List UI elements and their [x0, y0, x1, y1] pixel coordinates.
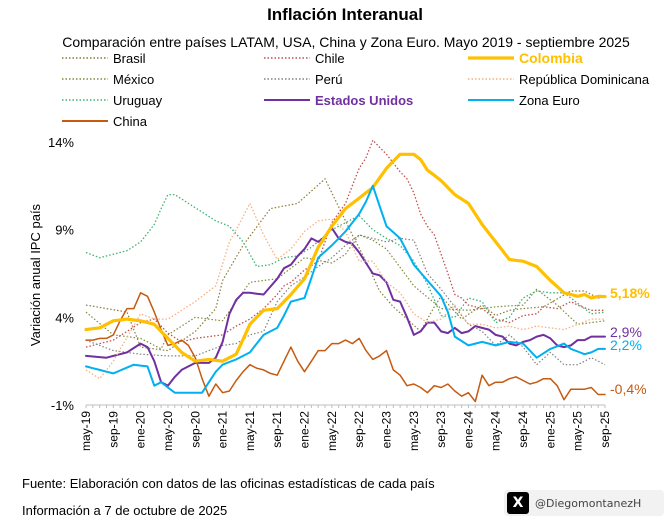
end-value-label: 2,9%: [610, 324, 642, 340]
series-line-colombia: [84, 152, 607, 363]
series-line-m-xico: [85, 234, 606, 350]
x-tick-label: ene-21: [216, 411, 230, 449]
y-tick-label: 4%: [55, 310, 74, 325]
legend-label: China: [113, 114, 148, 129]
x-axis: may-19 sep-19 ene-20 may-20 sep-20 ene-21 may-…: [79, 404, 612, 451]
legend-item: China: [62, 114, 148, 129]
x-tick-label: may-22: [325, 411, 339, 451]
legend-item: Estados Unidos: [264, 93, 413, 108]
chart-subtitle: Comparación entre países LATAM, USA, Chi…: [62, 34, 630, 50]
legend-label: Chile: [315, 51, 345, 66]
x-tick-label: sep-21: [270, 411, 284, 448]
legend-item: República Dominicana: [468, 72, 650, 87]
chart-title: Inflación Interanual: [267, 5, 423, 24]
series-line-per-: [85, 234, 606, 366]
legend-label: Perú: [315, 72, 342, 87]
legend-item: Uruguay: [62, 93, 163, 108]
end-value-label: 5,18%: [610, 285, 650, 301]
inflation-line-chart: Inflación Interanual Comparación entre p…: [28, 5, 650, 451]
series-line-zona-euro: [85, 184, 606, 394]
x-tick-label: sep-24: [516, 411, 530, 448]
x-tick-label: sep-20: [188, 411, 202, 448]
x-tick-label: sep-22: [352, 411, 366, 448]
x-tick-label: ene-25: [543, 411, 557, 449]
end-value-labels: 5,18% 2,9%2,2% -0,4%: [610, 285, 650, 397]
legend-label: Estados Unidos: [315, 93, 413, 108]
x-tick-label: sep-25: [598, 411, 612, 448]
legend-item: Brasil: [62, 51, 146, 66]
x-tick-label: may-21: [243, 411, 257, 451]
series-line-uruguay: [85, 193, 606, 324]
legend-label: Zona Euro: [519, 93, 580, 108]
x-tick-label: may-19: [79, 411, 93, 451]
y-axis-label: Variación anual IPC país: [28, 203, 43, 346]
legend-item: Perú: [264, 72, 342, 87]
x-tick-label: sep-19: [106, 411, 120, 448]
series-line-rep-dominicana: [85, 202, 605, 380]
series-line-brasil: [85, 178, 606, 352]
source-note: Fuente: Elaboración con datos de las ofi…: [22, 476, 435, 491]
legend-label: Uruguay: [113, 93, 163, 108]
legend-label: Colombia: [519, 50, 583, 66]
y-tick-label: 9%: [55, 223, 74, 238]
x-tick-label: may-25: [571, 411, 585, 451]
end-value-label: -0,4%: [610, 381, 647, 397]
x-tick-label: may-23: [407, 411, 421, 451]
y-axis: -1% 4% 9% 14%: [48, 135, 74, 413]
series-line-estados-unidos: [85, 226, 606, 387]
legend-item: Chile: [264, 51, 345, 66]
x-tick-label: sep-23: [434, 411, 448, 448]
author-handle: @DiegomontanezH: [535, 496, 642, 510]
legend-label: Brasil: [113, 51, 146, 66]
x-tick-label: ene-22: [298, 411, 312, 449]
plot-area: [84, 139, 607, 403]
y-tick-label: 14%: [48, 135, 74, 150]
x-tick-label: may-24: [489, 411, 503, 451]
chart-legend: Brasil Chile Colombia México Perú República D…: [62, 50, 650, 129]
legend-item: México: [62, 72, 154, 87]
legend-label: República Dominicana: [519, 72, 650, 87]
y-tick-label: -1%: [51, 398, 75, 413]
series-line-chile: [85, 139, 605, 348]
x-tick-label: may-20: [161, 411, 175, 451]
end-value-label: 2,2%: [610, 337, 642, 353]
legend-item: Zona Euro: [468, 93, 580, 108]
date-note: Información a 7 de octubre de 2025: [22, 503, 228, 518]
x-tick-label: ene-23: [379, 411, 393, 449]
author-handle-box: X @DiegomontanezH: [504, 490, 664, 516]
x-tick-label: ene-20: [134, 411, 148, 449]
legend-label: México: [113, 72, 154, 87]
x-logo-icon: X: [507, 492, 529, 514]
x-tick-label: ene-24: [461, 411, 475, 449]
legend-item: Colombia: [468, 50, 583, 66]
